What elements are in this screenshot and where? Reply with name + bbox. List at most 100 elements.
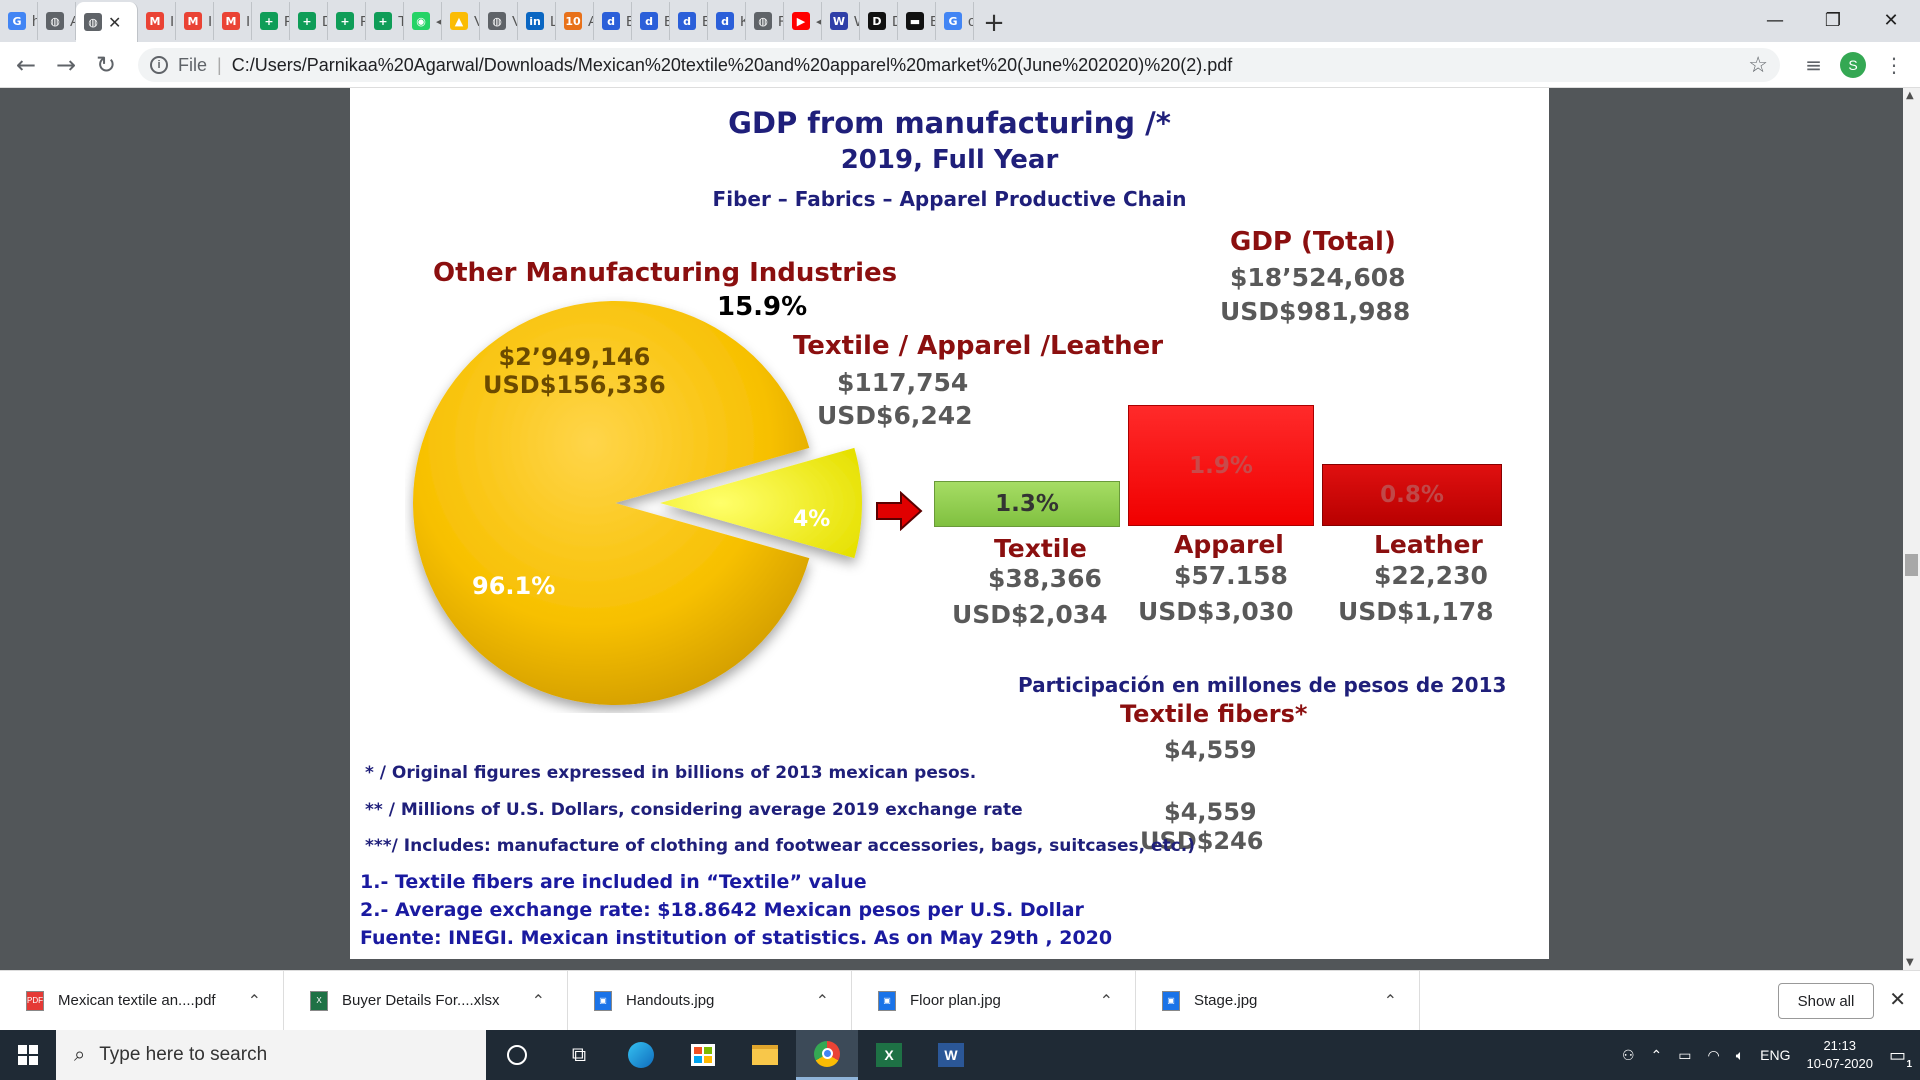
battery-icon[interactable]: ▭ bbox=[1678, 1046, 1692, 1063]
browser-tab[interactable]: d Ex bbox=[670, 2, 708, 40]
download-item[interactable]: ▣ Floor plan.jpg ⌃ bbox=[852, 970, 1136, 1031]
browser-tab[interactable]: ▲ Vi bbox=[442, 2, 480, 40]
chevron-up-icon[interactable]: ⌃ bbox=[1650, 1046, 1663, 1063]
pdf-scrollbar[interactable]: ▲ ▼ bbox=[1903, 88, 1920, 970]
browser-tab[interactable]: ▬ Bh bbox=[898, 2, 936, 40]
cortana-icon[interactable] bbox=[486, 1030, 548, 1080]
download-item[interactable]: PDF Mexican textile an....pdf ⌃ bbox=[0, 970, 284, 1031]
pie-chart bbox=[413, 301, 862, 705]
close-downloads-icon[interactable]: ✕ bbox=[1889, 989, 1906, 1011]
pie-label-other: 96.1% bbox=[472, 572, 556, 600]
browser-tab[interactable]: ◍ Vi bbox=[480, 2, 518, 40]
task-view-icon[interactable]: ⧉ bbox=[571, 1043, 587, 1066]
reload-icon[interactable]: ↻ bbox=[95, 50, 117, 79]
notification-icon[interactable]: ▭ 1 bbox=[1888, 1044, 1912, 1070]
browser-tab[interactable]: M Int bbox=[176, 2, 214, 40]
edge-icon[interactable] bbox=[610, 1030, 672, 1080]
apparel-mxn: $57.158 bbox=[1174, 561, 1288, 590]
globe-icon: ◍ bbox=[46, 12, 64, 30]
wifi-icon[interactable]: ◠ bbox=[1707, 1046, 1720, 1063]
browser-tab[interactable]: M Int bbox=[138, 2, 176, 40]
profile-avatar[interactable]: S bbox=[1840, 52, 1866, 78]
bh-icon: ▬ bbox=[906, 12, 924, 30]
browser-tab[interactable]: ◍ Ac bbox=[38, 2, 76, 40]
media-control-icon[interactable]: ≡ bbox=[1805, 53, 1822, 77]
browser-tab[interactable]: ◍ R2 bbox=[746, 2, 784, 40]
browser-tab[interactable]: in Lir bbox=[518, 2, 556, 40]
image-file-icon: ▣ bbox=[594, 990, 612, 1011]
notification-count: 1 bbox=[1906, 1058, 1912, 1070]
browser-tab[interactable]: ◉ ◂ bbox=[404, 2, 442, 40]
tab-title: Int bbox=[170, 12, 175, 30]
language-indicator[interactable]: ENG bbox=[1760, 1047, 1791, 1063]
scroll-up-icon[interactable]: ▲ bbox=[1906, 90, 1914, 101]
restore-icon[interactable]: ❐ bbox=[1824, 9, 1842, 31]
browser-tab[interactable]: 10 Ac bbox=[556, 2, 594, 40]
menu-kebab-icon[interactable]: ⋮ bbox=[1884, 53, 1904, 77]
scrollbar-thumb[interactable] bbox=[1905, 554, 1918, 576]
d-icon: d bbox=[716, 12, 734, 30]
footer-3: Fuente: INEGI. Mexican institution of st… bbox=[360, 927, 1113, 949]
browser-tab[interactable]: + Pe bbox=[252, 2, 290, 40]
chevron-up-icon[interactable]: ⌃ bbox=[531, 992, 545, 1010]
leather-mxn: $22,230 bbox=[1374, 561, 1488, 590]
close-tab-icon[interactable]: ✕ bbox=[108, 12, 122, 32]
tab-title: ha bbox=[32, 12, 37, 30]
toolbar-right: ≡ S ⋮ bbox=[1805, 42, 1920, 88]
download-item[interactable]: ▣ Handouts.jpg ⌃ bbox=[568, 970, 852, 1031]
download-item[interactable]: X Buyer Details For....xlsx ⌃ bbox=[284, 970, 568, 1031]
new-tab-button[interactable]: + bbox=[983, 8, 1005, 38]
pdf-viewer[interactable]: GDP from manufacturing /* 2019, Full Yea… bbox=[0, 88, 1920, 970]
browser-tab[interactable]: Gha bbox=[0, 2, 38, 40]
chevron-up-icon[interactable]: ⌃ bbox=[1099, 992, 1113, 1010]
browser-tab[interactable]: d Ex bbox=[632, 2, 670, 40]
excel-icon[interactable]: X bbox=[858, 1030, 920, 1080]
back-arrow-icon[interactable]: ← bbox=[15, 50, 37, 79]
participation-text: Participación en millones de pesos de 20… bbox=[1018, 673, 1507, 697]
download-item[interactable]: ▣ Stage.jpg ⌃ bbox=[1136, 970, 1420, 1031]
ten-icon: 10 bbox=[564, 12, 582, 30]
start-button[interactable] bbox=[0, 1030, 56, 1080]
gmail-icon: M bbox=[184, 12, 202, 30]
browser-tab[interactable]: + Pl: bbox=[328, 2, 366, 40]
browser-tab[interactable]: d Ex bbox=[594, 2, 632, 40]
download-items: PDF Mexican textile an....pdf ⌃ X Buyer Deta… bbox=[0, 970, 1420, 1031]
d-icon: D bbox=[868, 12, 886, 30]
forward-arrow-icon[interactable]: → bbox=[55, 50, 77, 79]
show-all-button[interactable]: Show all bbox=[1778, 983, 1874, 1019]
browser-tab[interactable]: Gch bbox=[936, 2, 974, 40]
address-bar[interactable]: i File | C:/Users/Parnikaa%20Agarwal/Dow… bbox=[138, 48, 1780, 82]
browser-tab[interactable]: M Int bbox=[214, 2, 252, 40]
info-icon[interactable]: i bbox=[150, 56, 168, 74]
tab-title: W bbox=[854, 13, 859, 30]
taskbar-search[interactable]: ⌕ Type here to search bbox=[56, 1030, 486, 1080]
url-text[interactable]: C:/Users/Parnikaa%20Agarwal/Downloads/Me… bbox=[231, 54, 1233, 75]
store-icon[interactable] bbox=[672, 1030, 734, 1080]
other-industries-pct: 15.9% bbox=[717, 292, 808, 322]
people-icon[interactable]: ⚇ bbox=[1621, 1046, 1635, 1063]
browser-tab[interactable]: ◍ ✕ bbox=[76, 2, 138, 42]
chevron-up-icon[interactable]: ⌃ bbox=[247, 992, 261, 1010]
browser-tab[interactable]: + De bbox=[290, 2, 328, 40]
bookmark-star-icon[interactable]: ☆ bbox=[1748, 52, 1768, 77]
browser-tab[interactable]: d KC bbox=[708, 2, 746, 40]
browser-tab[interactable]: ▶ ◂ bbox=[784, 2, 822, 40]
close-window-icon[interactable]: ✕ bbox=[1883, 9, 1899, 31]
apparel-label: Apparel bbox=[1174, 530, 1284, 559]
word-icon[interactable]: W bbox=[920, 1030, 982, 1080]
pie-slice-textile-apparel-leather bbox=[660, 447, 862, 559]
excel-file-icon: X bbox=[310, 990, 328, 1011]
chevron-up-icon[interactable]: ⌃ bbox=[1383, 992, 1397, 1010]
tab-title: Ac bbox=[70, 13, 75, 30]
volume-icon[interactable]: 🔈︎ bbox=[1735, 1046, 1745, 1063]
chrome-icon[interactable] bbox=[796, 1030, 858, 1080]
scroll-down-icon[interactable]: ▼ bbox=[1906, 957, 1914, 968]
browser-tab[interactable]: WW bbox=[822, 2, 860, 40]
clock[interactable]: 21:13 10-07-2020 bbox=[1806, 1037, 1873, 1073]
browser-tab[interactable]: + Te bbox=[366, 2, 404, 40]
file-explorer-icon[interactable] bbox=[734, 1030, 796, 1080]
chevron-up-icon[interactable]: ⌃ bbox=[815, 992, 829, 1010]
browser-tab[interactable]: D De bbox=[860, 2, 898, 40]
google-icon: G bbox=[8, 12, 26, 30]
minimize-icon[interactable]: — bbox=[1766, 9, 1784, 31]
